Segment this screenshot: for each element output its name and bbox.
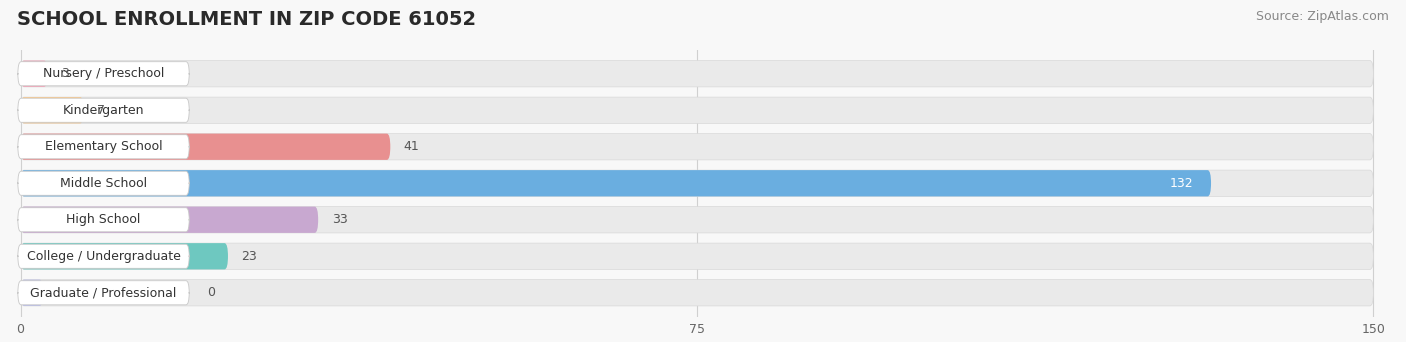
FancyBboxPatch shape [21,207,1374,233]
FancyBboxPatch shape [21,280,44,306]
Text: Nursery / Preschool: Nursery / Preschool [42,67,165,80]
FancyBboxPatch shape [18,135,190,159]
FancyBboxPatch shape [18,244,190,268]
FancyBboxPatch shape [18,171,190,195]
Text: Elementary School: Elementary School [45,140,162,153]
FancyBboxPatch shape [18,62,190,86]
FancyBboxPatch shape [21,243,1374,269]
Text: 33: 33 [332,213,347,226]
FancyBboxPatch shape [21,134,391,160]
FancyBboxPatch shape [18,98,190,122]
Text: 7: 7 [97,104,105,117]
FancyBboxPatch shape [21,170,1374,196]
Text: Kindergarten: Kindergarten [63,104,145,117]
Text: Middle School: Middle School [60,177,148,190]
Text: Source: ZipAtlas.com: Source: ZipAtlas.com [1256,10,1389,23]
FancyBboxPatch shape [21,170,1211,196]
FancyBboxPatch shape [18,281,190,305]
FancyBboxPatch shape [21,280,1374,306]
Text: 3: 3 [60,67,69,80]
FancyBboxPatch shape [21,207,318,233]
FancyBboxPatch shape [21,61,48,87]
Text: 41: 41 [404,140,419,153]
FancyBboxPatch shape [21,61,1374,87]
FancyBboxPatch shape [21,97,1374,123]
Text: College / Undergraduate: College / Undergraduate [27,250,180,263]
FancyBboxPatch shape [21,243,228,269]
Text: High School: High School [66,213,141,226]
Text: 23: 23 [242,250,257,263]
Text: 0: 0 [207,286,215,299]
Text: SCHOOL ENROLLMENT IN ZIP CODE 61052: SCHOOL ENROLLMENT IN ZIP CODE 61052 [17,10,477,29]
FancyBboxPatch shape [21,97,84,123]
Text: Graduate / Professional: Graduate / Professional [31,286,177,299]
FancyBboxPatch shape [21,134,1374,160]
Text: 132: 132 [1170,177,1194,190]
FancyBboxPatch shape [18,208,190,232]
